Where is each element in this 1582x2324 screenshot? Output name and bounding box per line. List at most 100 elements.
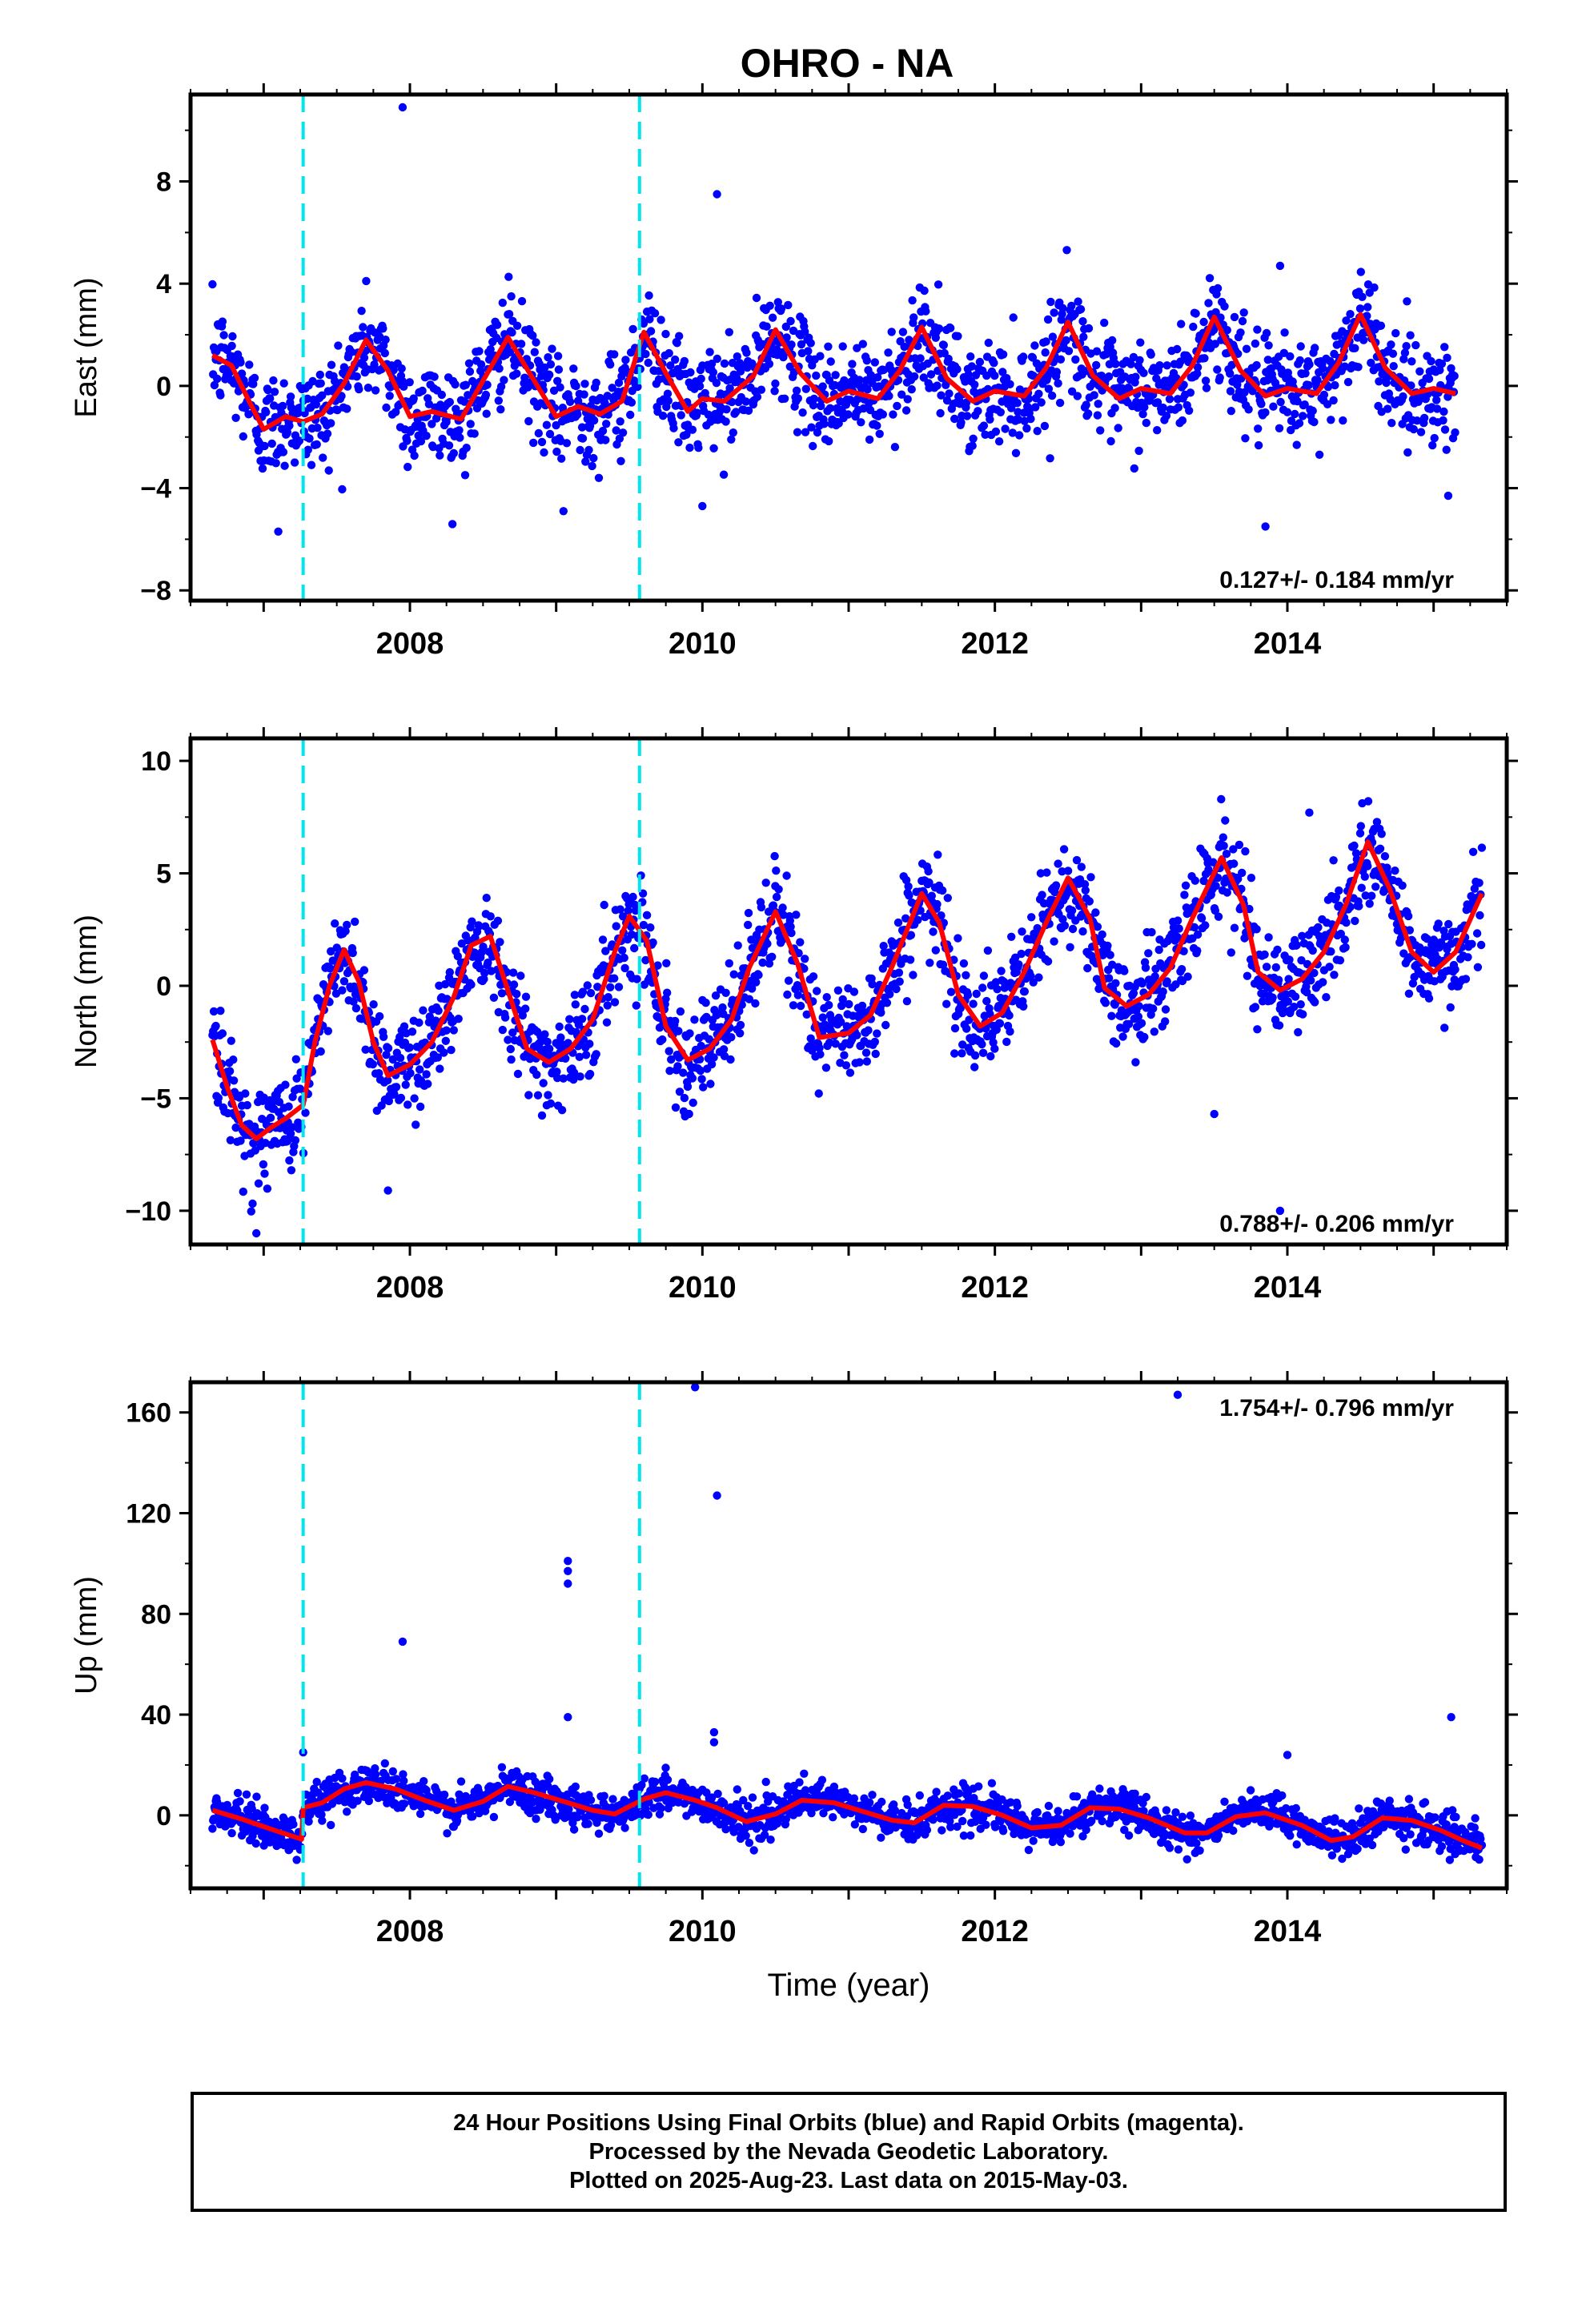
data-point — [905, 891, 913, 900]
data-point — [1180, 891, 1189, 899]
data-point — [944, 354, 953, 364]
data-point — [400, 382, 408, 391]
data-point — [685, 1029, 694, 1038]
data-point — [772, 892, 781, 902]
data-point — [1002, 1037, 1011, 1047]
data-point — [364, 1796, 373, 1806]
data-point — [1360, 872, 1370, 881]
data-point — [506, 1044, 515, 1054]
data-point — [909, 372, 919, 381]
data-point — [770, 387, 779, 396]
data-point — [348, 948, 357, 958]
data-point — [1043, 957, 1053, 966]
data-point — [962, 971, 970, 980]
data-point — [279, 448, 288, 456]
data-point — [578, 987, 588, 996]
data-point — [853, 344, 861, 352]
data-point — [259, 1160, 268, 1169]
data-point — [688, 1074, 697, 1083]
data-point — [588, 461, 596, 471]
data-point — [1033, 923, 1042, 933]
data-point — [1161, 1017, 1170, 1026]
data-point — [551, 1815, 560, 1824]
data-point — [1450, 372, 1459, 380]
x-tick-label: 2010 — [669, 627, 737, 661]
data-point — [594, 473, 604, 482]
data-point — [557, 454, 566, 463]
data-point — [1478, 0, 1486, 4]
data-point — [905, 955, 915, 964]
data-point — [720, 359, 729, 368]
data-point — [761, 879, 770, 887]
data-point — [1077, 862, 1086, 871]
data-point — [751, 999, 760, 1008]
data-point — [498, 1025, 507, 1035]
data-point — [1472, 0, 1480, 4]
data-point — [546, 360, 556, 369]
data-point — [1355, 829, 1365, 838]
data-point — [1314, 923, 1323, 932]
data-point — [313, 424, 322, 432]
data-point — [857, 418, 865, 427]
data-point — [1467, 0, 1475, 4]
data-point — [585, 1069, 595, 1079]
data-point — [351, 1003, 361, 1013]
data-point — [677, 411, 685, 420]
data-point — [820, 420, 829, 428]
x-tick-label: 2008 — [376, 1271, 444, 1305]
data-point — [1040, 421, 1050, 431]
data-point — [825, 436, 833, 446]
y-tick-label: 5 — [156, 859, 171, 890]
data-point — [990, 371, 999, 380]
data-point — [1377, 830, 1386, 838]
data-point — [859, 404, 868, 413]
data-point — [254, 1179, 263, 1188]
data-point — [573, 1813, 582, 1822]
data-point — [641, 349, 650, 359]
data-point — [1001, 424, 1010, 433]
data-point — [409, 394, 418, 403]
data-point — [323, 429, 332, 438]
data-point — [1299, 412, 1307, 420]
data-point — [338, 485, 347, 494]
data-point — [1311, 344, 1319, 352]
data-point — [934, 850, 942, 859]
data-point — [489, 1812, 499, 1822]
data-point — [1234, 875, 1243, 883]
data-point — [801, 955, 809, 963]
data-point — [1403, 911, 1413, 921]
data-point — [327, 1820, 335, 1830]
data-point — [380, 348, 389, 358]
data-point — [907, 385, 916, 394]
data-point — [1365, 899, 1374, 908]
data-point — [401, 1080, 410, 1089]
data-point — [861, 1048, 871, 1057]
data-point — [389, 365, 398, 375]
data-point — [666, 361, 675, 370]
data-point — [1091, 908, 1100, 917]
data-point — [1082, 400, 1090, 409]
data-point — [371, 1770, 380, 1779]
data-point — [719, 1799, 729, 1807]
data-point — [1275, 1021, 1284, 1030]
data-point — [624, 907, 632, 915]
data-point — [1283, 408, 1292, 416]
data-point — [1052, 368, 1062, 376]
data-point — [534, 428, 543, 438]
data-point — [482, 894, 491, 903]
data-point — [1219, 833, 1228, 842]
data-point — [1391, 866, 1399, 875]
outlier-point — [1261, 522, 1270, 531]
data-point — [343, 1807, 351, 1816]
data-point — [711, 991, 721, 1000]
data-point — [1074, 297, 1082, 306]
data-point — [355, 384, 363, 394]
data-point — [978, 983, 987, 992]
outlier-point — [713, 190, 721, 199]
data-point — [520, 373, 529, 382]
data-point — [1474, 0, 1482, 4]
data-point — [736, 1020, 745, 1030]
data-points-east — [208, 0, 1486, 536]
data-point — [504, 1035, 512, 1044]
data-point — [865, 405, 875, 415]
